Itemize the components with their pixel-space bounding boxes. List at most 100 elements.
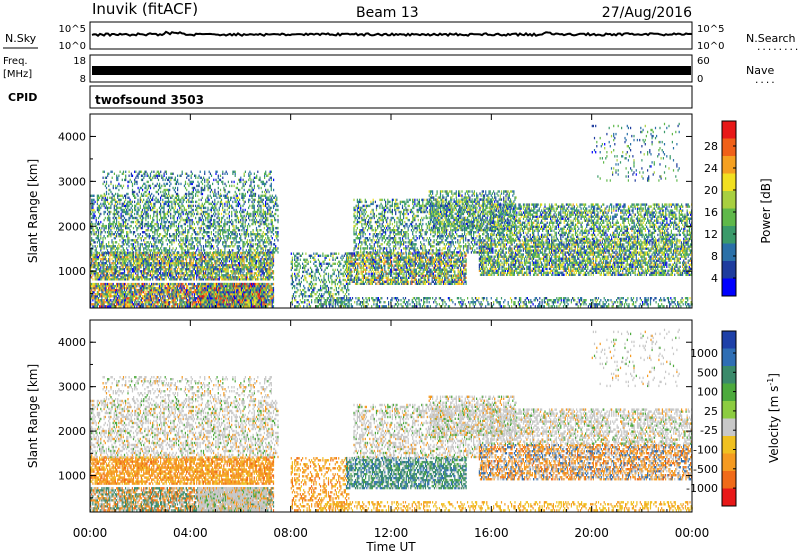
- power-cell: [149, 286, 151, 290]
- power-cell: [175, 274, 177, 277]
- power-cell: [109, 282, 111, 286]
- power-cell: [175, 272, 177, 275]
- power-cell: [162, 274, 164, 277]
- power-cell: [161, 305, 163, 308]
- power-cell: [113, 204, 115, 208]
- power-cell: [270, 301, 272, 304]
- power-cell: [193, 284, 195, 288]
- power-cell: [161, 276, 163, 279]
- power-cell: [94, 255, 96, 259]
- power-cell: [155, 270, 157, 273]
- power-cell: [239, 284, 241, 288]
- power-cell: [240, 264, 242, 267]
- power-cell: [134, 293, 136, 296]
- power-cell: [147, 305, 149, 308]
- power-cell: [192, 262, 194, 265]
- power-cell: [157, 303, 159, 306]
- power-cell: [108, 224, 110, 228]
- power-cell: [144, 299, 146, 302]
- power-cell: [146, 305, 148, 308]
- power-cell: [239, 290, 241, 294]
- power-cell: [218, 299, 220, 302]
- power-cell: [207, 255, 209, 259]
- power-cell: [270, 295, 272, 298]
- power-cell: [202, 274, 205, 277]
- power-cell: [97, 299, 100, 302]
- power-cell: [102, 257, 104, 261]
- power-cell: [196, 257, 198, 261]
- power-cell: [117, 226, 119, 230]
- power-cell: [105, 272, 107, 275]
- power-cell: [119, 301, 121, 304]
- power-cell: [162, 301, 164, 304]
- power-cell: [263, 253, 265, 257]
- power-cell: [170, 268, 172, 271]
- power-cell: [146, 288, 148, 292]
- power-cell: [122, 278, 124, 281]
- power-cell: [140, 278, 142, 281]
- power-cell: [127, 231, 129, 234]
- power-cell: [254, 268, 256, 271]
- power-cell: [134, 284, 136, 288]
- power-cell: [197, 284, 200, 288]
- power-cell: [214, 299, 216, 302]
- power-cell: [162, 268, 164, 271]
- power-cell: [220, 272, 223, 275]
- power-cell: [101, 231, 103, 234]
- power-cell: [226, 303, 228, 306]
- power-cell: [262, 266, 264, 269]
- power-cell: [259, 274, 261, 277]
- power-cell: [255, 253, 258, 257]
- power-cell: [92, 286, 94, 290]
- power-cell: [140, 274, 142, 277]
- power-cell: [152, 278, 154, 281]
- power-cell: [263, 299, 265, 302]
- power-cell: [106, 284, 109, 288]
- power-cell: [128, 282, 130, 286]
- power-cell: [165, 255, 167, 259]
- power-cell: [180, 253, 182, 257]
- power-cell: [206, 288, 209, 292]
- power-cell: [227, 270, 229, 273]
- power-cell: [163, 270, 165, 273]
- power-cell: [127, 196, 129, 199]
- power-cell: [146, 233, 148, 236]
- power-cell: [196, 272, 198, 275]
- power-cell: [184, 305, 186, 308]
- power-cell: [130, 239, 132, 242]
- power-cell: [263, 282, 265, 286]
- power-cell: [102, 259, 104, 263]
- power-cell: [257, 276, 259, 279]
- power-cell: [97, 237, 100, 240]
- power-cell: [199, 257, 201, 261]
- power-cell: [258, 284, 260, 288]
- power-cell: [94, 295, 96, 298]
- power-cell: [242, 272, 244, 275]
- power-cell: [113, 194, 115, 197]
- power-cell: [248, 299, 250, 302]
- power-cell: [96, 222, 98, 226]
- power-cell: [214, 297, 216, 300]
- power-cell: [103, 210, 105, 214]
- power-cell: [144, 293, 146, 296]
- power-cell: [147, 253, 149, 257]
- power-cell: [123, 210, 126, 214]
- power-cell: [118, 216, 120, 220]
- power-cell: [231, 305, 233, 308]
- power-cell: [185, 270, 188, 273]
- power-cell: [99, 206, 101, 210]
- power-cell: [166, 268, 168, 271]
- power-cell: [117, 274, 119, 277]
- power-cell: [146, 268, 148, 271]
- power-cell: [162, 262, 164, 265]
- power-cell: [158, 266, 161, 269]
- power-cell: [256, 290, 258, 294]
- nave-tick-bottom: 0: [697, 74, 703, 85]
- power-cell: [271, 276, 273, 279]
- power-cell: [113, 272, 115, 275]
- power-cell: [157, 262, 159, 265]
- power-cell: [93, 282, 95, 286]
- power-cell: [215, 264, 217, 267]
- power-cell: [93, 295, 95, 298]
- power-cell: [149, 216, 151, 220]
